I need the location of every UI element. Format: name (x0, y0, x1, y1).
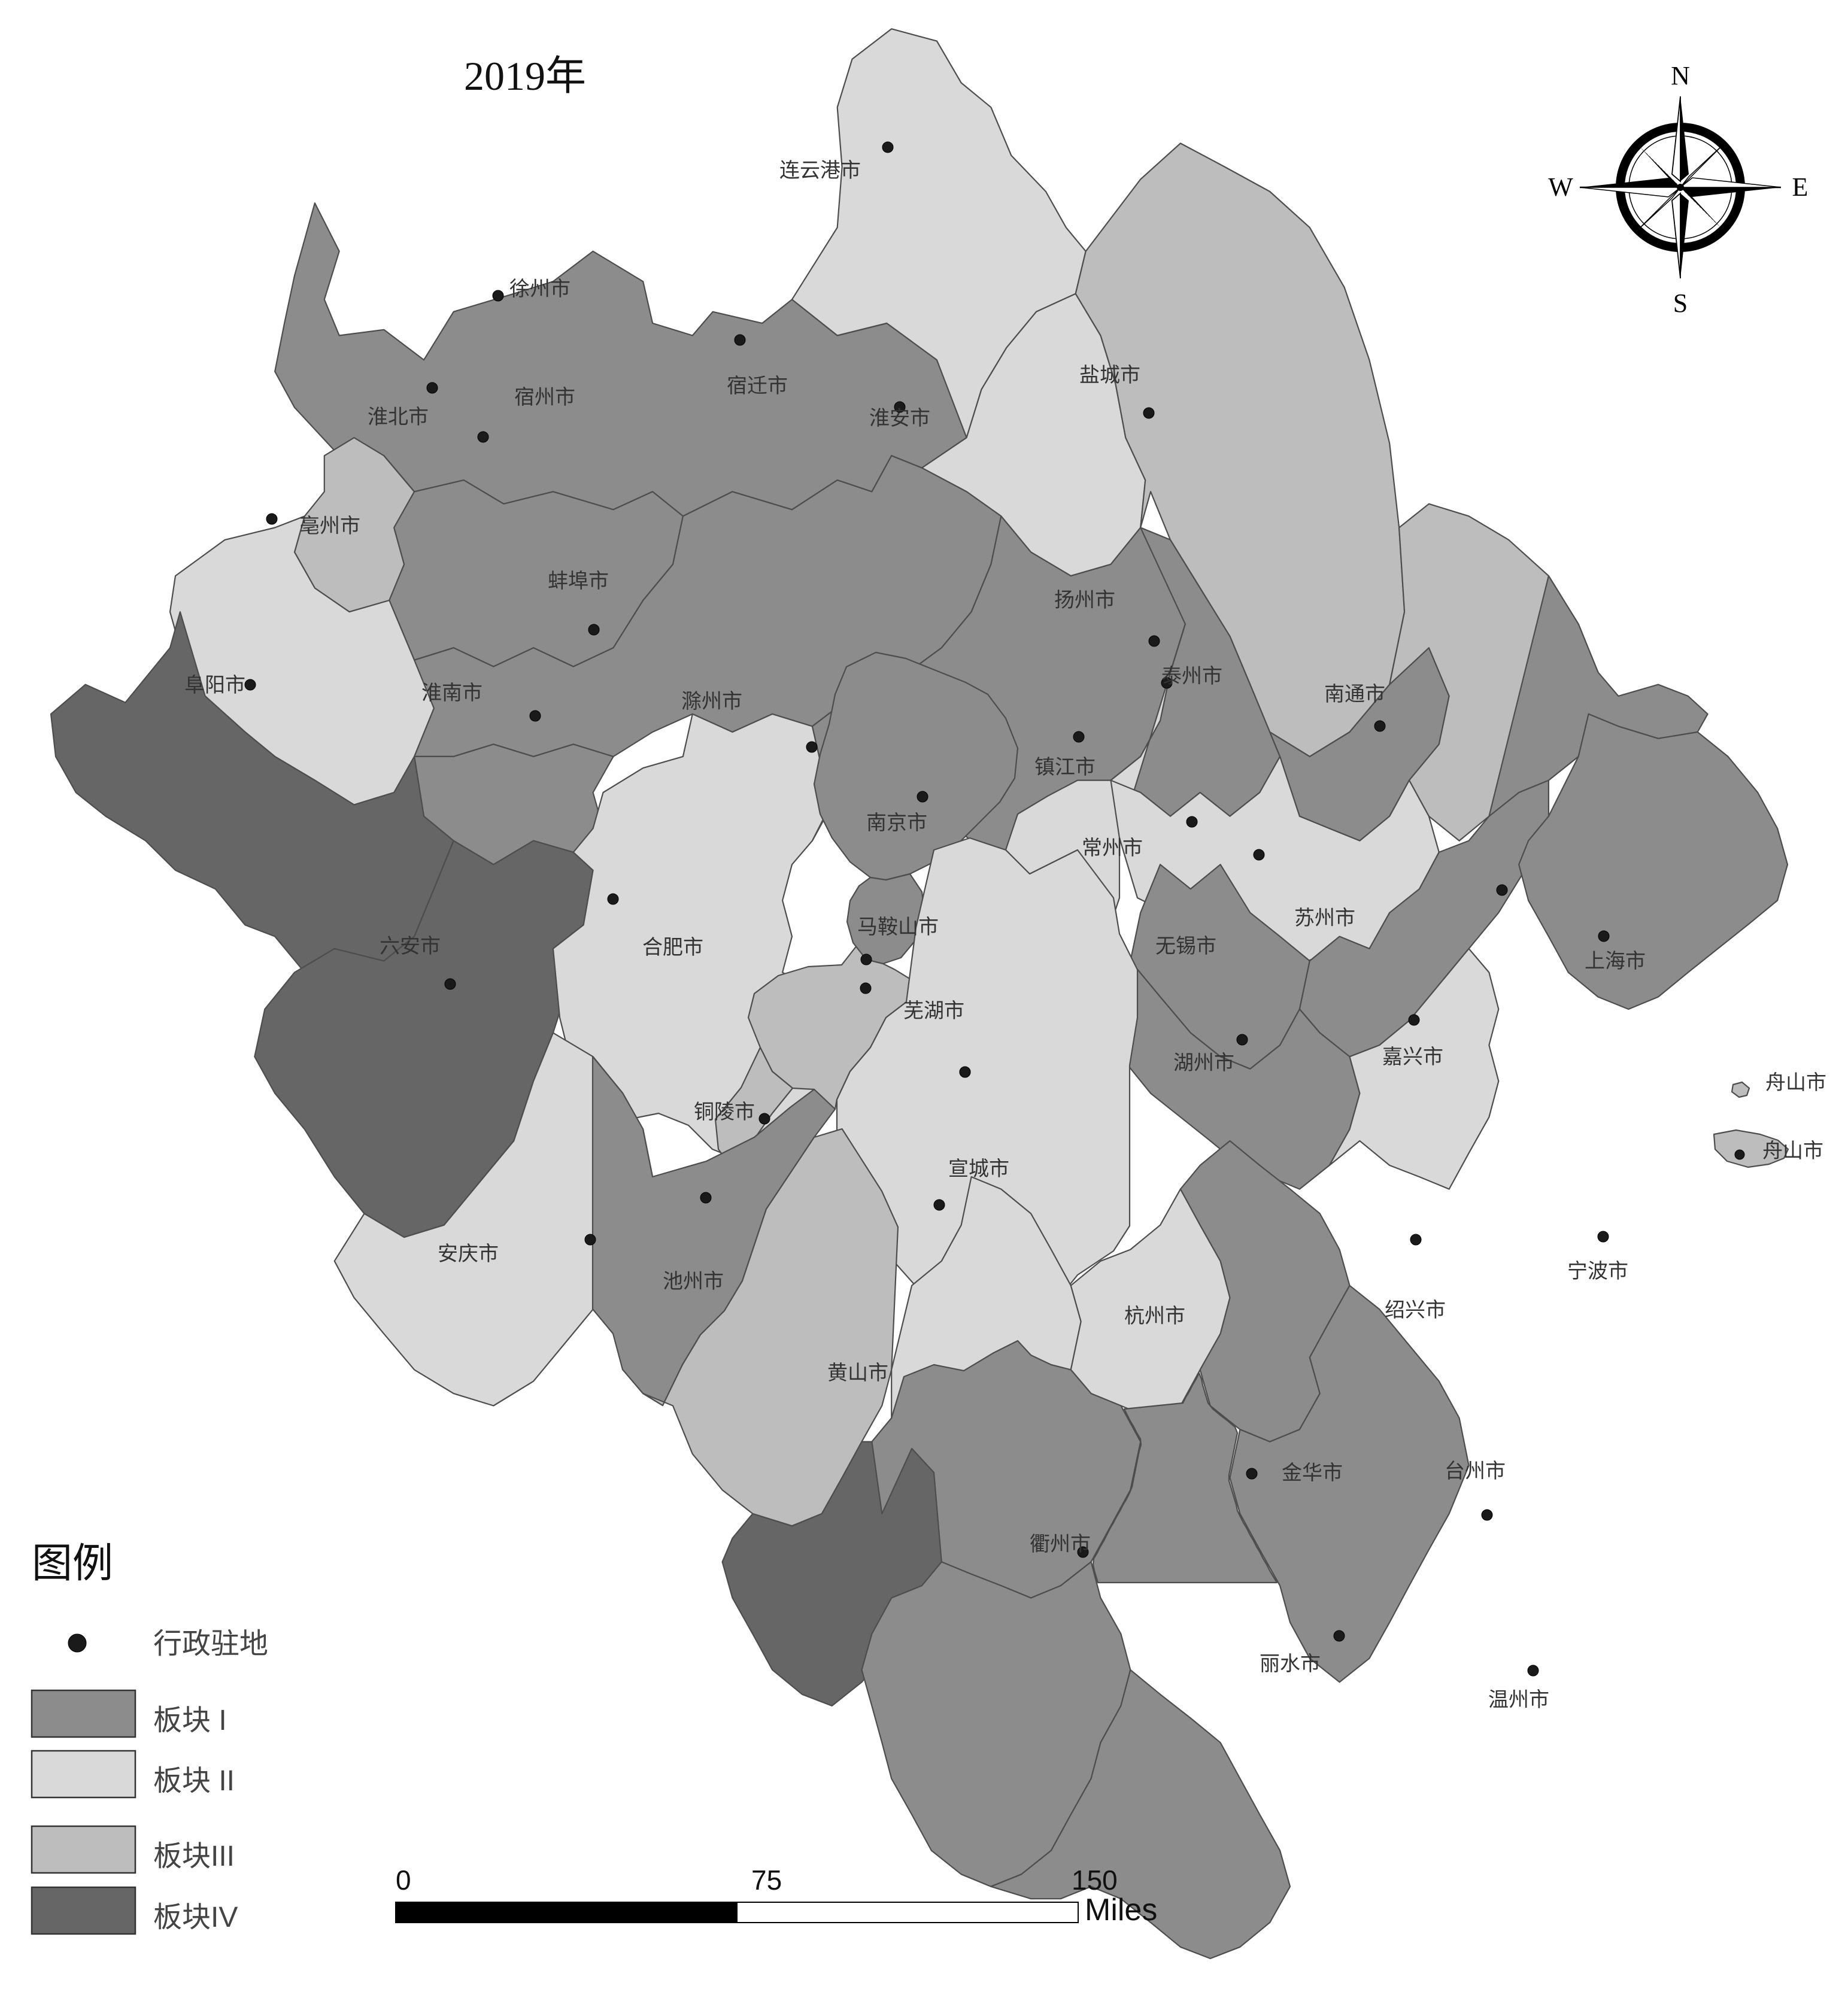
svg-text:无锡市: 无锡市 (1155, 935, 1216, 958)
svg-text:池州市: 池州市 (663, 1270, 724, 1293)
svg-text:台州市: 台州市 (1445, 1460, 1506, 1483)
svg-text:六安市: 六安市 (380, 935, 441, 958)
svg-text:舟山市: 舟山市 (1765, 1071, 1826, 1094)
svg-text:泰州市: 泰州市 (1161, 665, 1222, 688)
svg-text:板块IV: 板块IV (153, 1902, 238, 1933)
svg-text:常州市: 常州市 (1082, 837, 1143, 860)
svg-text:黄山市: 黄山市 (827, 1362, 888, 1384)
svg-text:板块 II: 板块 II (153, 1765, 235, 1797)
svg-text:淮南市: 淮南市 (421, 682, 483, 705)
svg-text:连云港市: 连云港市 (779, 159, 861, 182)
svg-text:宣城市: 宣城市 (948, 1158, 1009, 1180)
svg-text:嘉兴市: 嘉兴市 (1382, 1046, 1443, 1068)
svg-text:S: S (1673, 289, 1688, 318)
svg-text:蚌埠市: 蚌埠市 (548, 570, 609, 593)
svg-text:150: 150 (1072, 1865, 1118, 1896)
svg-text:淮安市: 淮安市 (869, 407, 930, 430)
svg-text:安庆市: 安庆市 (438, 1243, 499, 1265)
svg-text:合肥市: 合肥市 (642, 936, 703, 959)
svg-text:行政驻地: 行政驻地 (153, 1628, 268, 1660)
svg-text:W: W (1548, 172, 1573, 202)
svg-text:湖州市: 湖州市 (1173, 1052, 1234, 1074)
svg-text:金华市: 金华市 (1282, 1462, 1343, 1484)
svg-text:N: N (1671, 61, 1690, 90)
svg-text:扬州市: 扬州市 (1054, 589, 1115, 612)
svg-text:芜湖市: 芜湖市 (903, 1000, 964, 1022)
svg-text:亳州市: 亳州市 (299, 515, 360, 538)
svg-text:宁波市: 宁波市 (1567, 1260, 1628, 1283)
svg-text:板块III: 板块III (153, 1841, 235, 1872)
svg-text:铜陵市: 铜陵市 (694, 1101, 755, 1123)
svg-text:宿迁市: 宿迁市 (727, 375, 788, 397)
svg-text:南京市: 南京市 (866, 812, 927, 834)
svg-text:滁州市: 滁州市 (681, 690, 742, 713)
svg-text:丽水市: 丽水市 (1260, 1653, 1321, 1675)
svg-text:Miles: Miles (1085, 1893, 1157, 1927)
svg-text:衢州市: 衢州市 (1030, 1533, 1091, 1556)
svg-text:温州市: 温州市 (1488, 1689, 1549, 1711)
svg-text:镇江市: 镇江市 (1034, 756, 1096, 779)
svg-text:南通市: 南通市 (1324, 683, 1385, 706)
svg-text:2019年: 2019年 (464, 53, 586, 99)
svg-text:徐州市: 徐州市 (509, 278, 571, 300)
svg-text:马鞍山市: 马鞍山市 (857, 916, 939, 939)
svg-text:宿州市: 宿州市 (514, 386, 575, 409)
svg-text:E: E (1792, 172, 1808, 202)
svg-text:板块 I: 板块 I (153, 1705, 227, 1736)
svg-text:图例: 图例 (32, 1541, 113, 1586)
svg-text:盐城市: 盐城市 (1079, 364, 1140, 387)
svg-text:淮北市: 淮北市 (368, 406, 429, 429)
svg-text:舟山市: 舟山市 (1762, 1140, 1823, 1162)
svg-text:上海市: 上海市 (1585, 950, 1646, 973)
svg-text:杭州市: 杭州市 (1124, 1305, 1185, 1328)
svg-text:绍兴市: 绍兴市 (1385, 1299, 1446, 1322)
svg-text:75: 75 (751, 1865, 782, 1896)
svg-text:0: 0 (396, 1865, 411, 1896)
svg-text:苏州市: 苏州市 (1294, 907, 1355, 930)
svg-text:阜阳市: 阜阳市 (184, 674, 245, 697)
